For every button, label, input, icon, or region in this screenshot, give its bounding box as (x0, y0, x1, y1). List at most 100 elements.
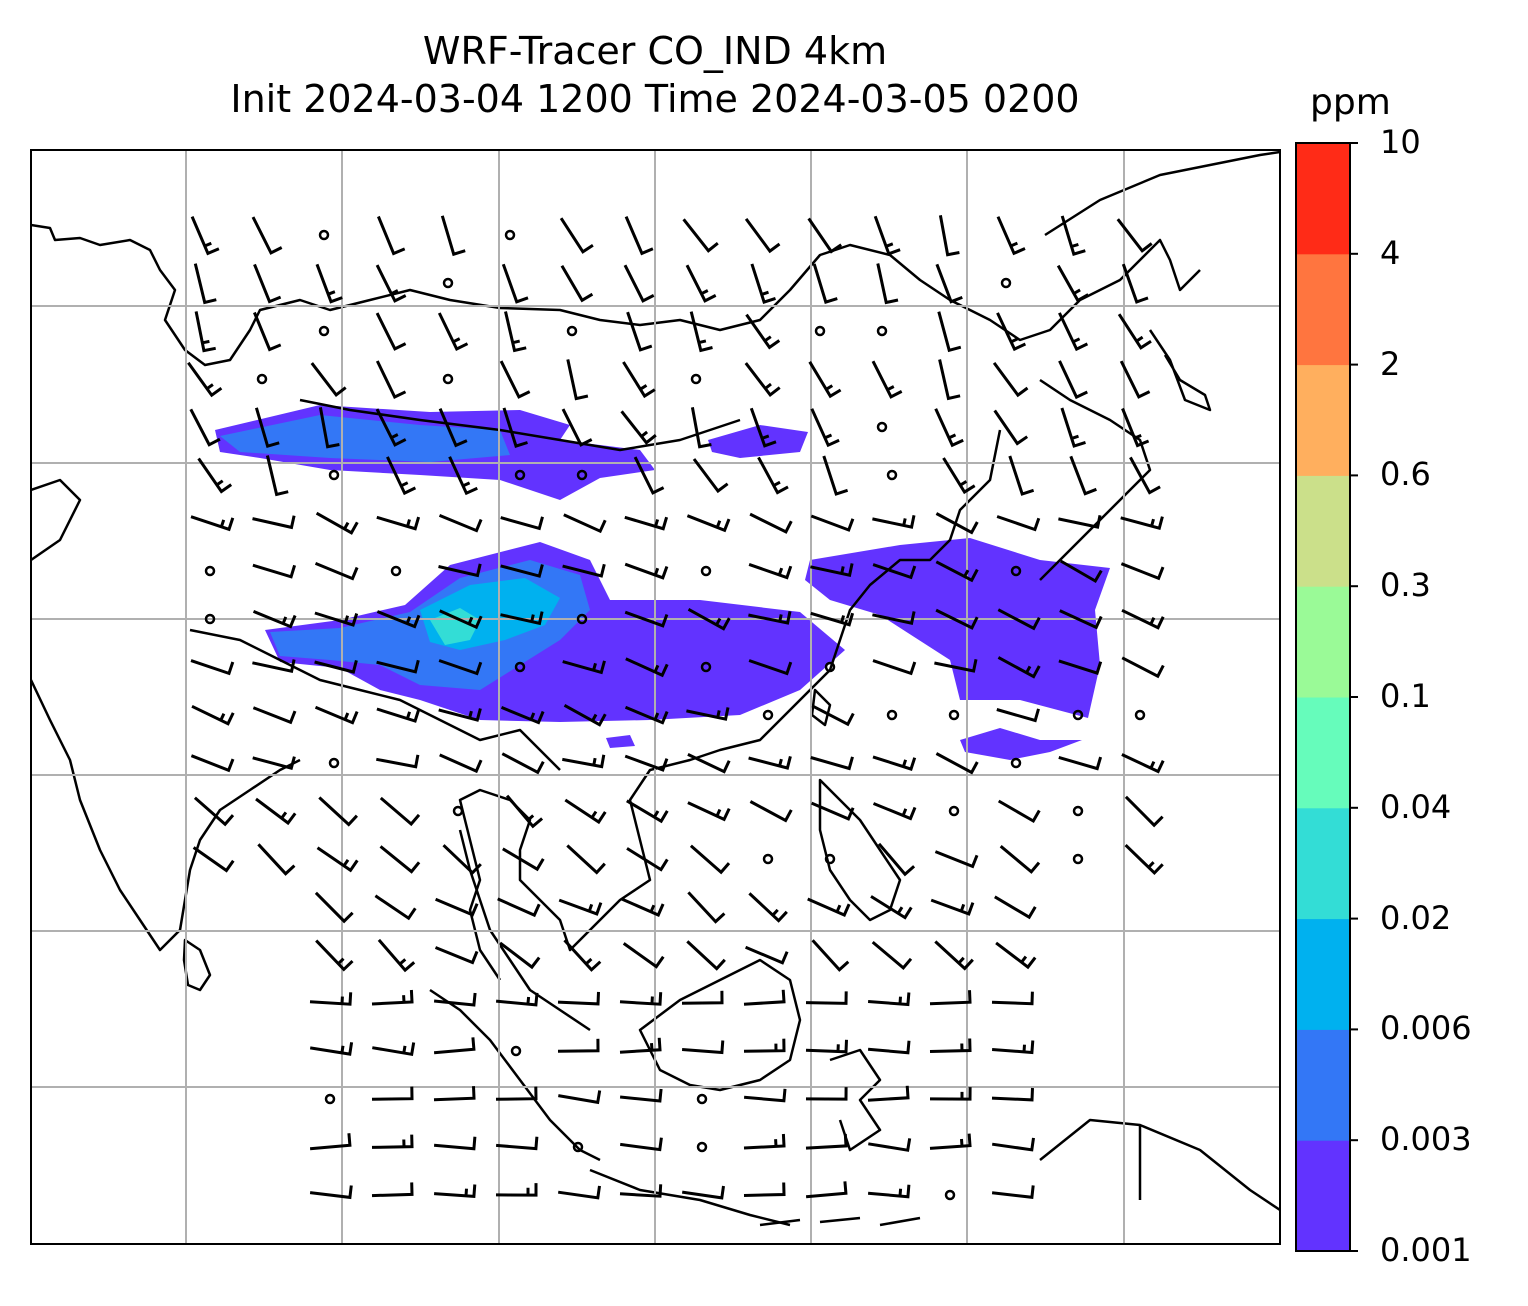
wind-barb (743, 1088, 787, 1103)
wind-barb (744, 362, 781, 398)
wind-barb (253, 263, 282, 304)
wind-barb (625, 657, 669, 678)
calm-wind-marker (510, 1045, 522, 1057)
wind-barb (505, 794, 544, 829)
wind-barb (314, 660, 358, 674)
colorbar-segment (1296, 364, 1350, 476)
calm-wind-marker (696, 1093, 708, 1105)
colorbar-tick-label: 0.001 (1380, 1231, 1472, 1269)
wind-barb (811, 801, 855, 821)
wind-barb (1058, 360, 1088, 400)
wind-barb (681, 1185, 725, 1200)
coastline-sumatra (429, 988, 601, 1162)
wind-barb (1058, 659, 1103, 675)
wind-barb (757, 456, 789, 495)
wind-barb (1117, 313, 1152, 350)
wind-barb (867, 1040, 911, 1055)
wind-barb (991, 1185, 1035, 1199)
calm-wind-marker (886, 709, 898, 721)
wind-barb (810, 563, 854, 577)
wind-barb (252, 706, 297, 725)
wind-barb (566, 359, 589, 401)
wind-barb (1069, 455, 1097, 496)
wind-barb (621, 897, 665, 917)
wind-barb (495, 1086, 538, 1101)
wind-barb (252, 515, 296, 530)
wind-barb (314, 891, 354, 924)
wind-barb (996, 708, 1040, 723)
calm-wind-marker (1010, 757, 1022, 769)
calm-wind-marker (1072, 709, 1084, 721)
wind-barb (435, 897, 479, 917)
calm-wind-marker (948, 709, 960, 721)
wind-barb (749, 407, 777, 448)
wind-barb (433, 1136, 477, 1151)
coastline-borneo (638, 958, 802, 1092)
wind-barb (310, 362, 347, 398)
wind-barb (309, 1133, 352, 1151)
wind-barb (1060, 407, 1086, 448)
wind-barb (748, 610, 792, 625)
calm-wind-marker (452, 805, 464, 817)
colorbar-unit-label: ppm (1310, 82, 1391, 123)
wind-barb (1121, 753, 1165, 774)
wind-barb (1116, 218, 1153, 253)
wind-barb (872, 611, 916, 625)
wind-barb (748, 892, 788, 923)
calm-wind-marker (690, 373, 702, 385)
wind-barb (252, 610, 297, 629)
wind-barb (994, 895, 1037, 920)
wind-barb (434, 946, 479, 965)
wind-barb (749, 800, 793, 823)
wind-barb (619, 992, 663, 1006)
wind-barb (995, 941, 1037, 970)
wind-barb (689, 311, 713, 353)
wind-barb (626, 847, 669, 872)
calm-wind-marker (318, 229, 330, 241)
calm-wind-marker (1072, 853, 1084, 865)
wind-barb (1058, 755, 1103, 771)
wind-barb (870, 895, 913, 920)
wind-barb (935, 263, 963, 304)
wind-barb (876, 263, 899, 305)
wind-barb (376, 659, 420, 674)
wind-barb (194, 311, 216, 353)
wind-barb (561, 408, 593, 447)
wind-barb (438, 408, 468, 448)
colorbar-segment (1296, 1140, 1350, 1252)
map-frame (30, 149, 1281, 1245)
wind-barb (497, 897, 541, 918)
wind-barb (744, 218, 781, 254)
wind-barb (810, 756, 854, 771)
wind-barb (690, 407, 712, 449)
wind-barb (371, 989, 414, 1006)
wind-barb (743, 989, 786, 1006)
coastline-india (31, 478, 301, 952)
wind-barb (871, 360, 903, 399)
plume-east (805, 538, 1110, 718)
wind-barb (500, 706, 545, 725)
wind-barb (1124, 795, 1164, 828)
wind-barb (622, 942, 665, 969)
wind-barb (805, 1039, 848, 1054)
calm-wind-marker (944, 1189, 956, 1201)
wind-barb (193, 796, 235, 827)
wind-barb (562, 563, 606, 578)
wind-barb (929, 1133, 972, 1150)
wind-barb (1129, 456, 1161, 495)
wind-barb (314, 611, 359, 627)
wind-barb (377, 938, 416, 973)
wind-barb (318, 407, 340, 449)
wind-barb (501, 752, 545, 775)
wind-barb (564, 798, 607, 825)
wind-barb (805, 991, 848, 1005)
wind-barb (743, 1182, 786, 1197)
wind-barb (682, 218, 719, 253)
wind-barb (265, 455, 289, 497)
calm-wind-marker (390, 565, 402, 577)
coastline-java (589, 1168, 791, 1227)
wind-barb (374, 894, 417, 921)
wind-barb (991, 1087, 1034, 1102)
coastlines (31, 150, 1280, 1227)
wind-barb (997, 799, 1041, 824)
